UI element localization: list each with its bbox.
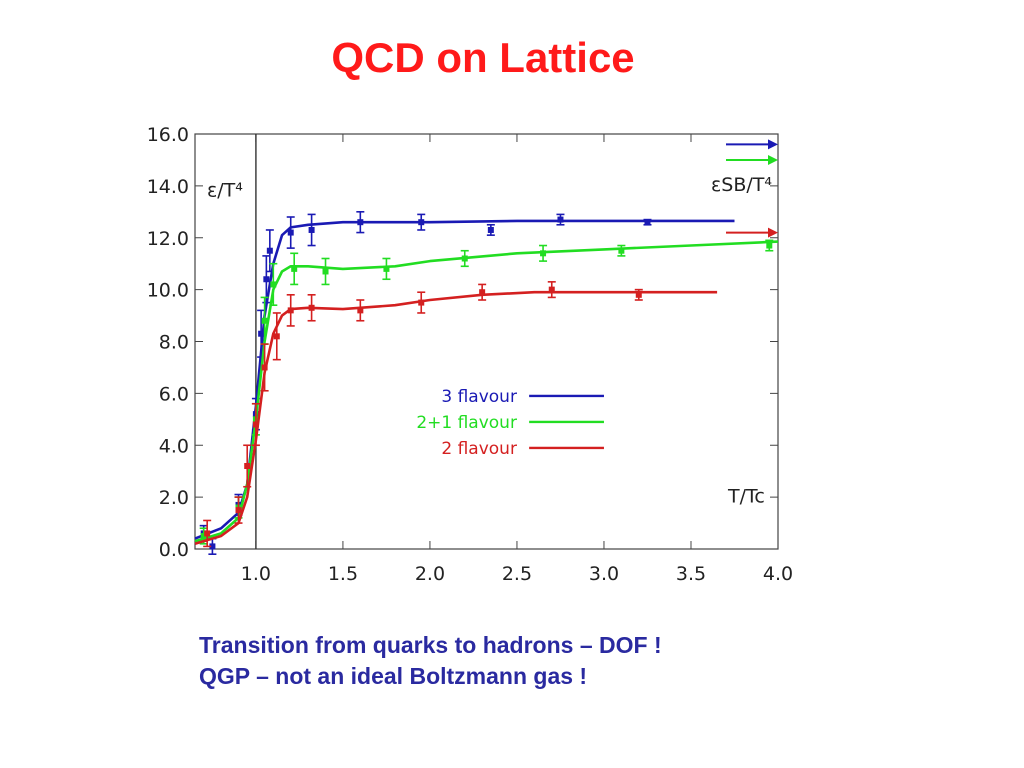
data-point bbox=[266, 247, 273, 254]
y-tick-label: 8.0 bbox=[159, 332, 189, 354]
chart-panel: 0.0 2.0 4.0 6.0 8.0 10.0 12.0 14.0 16.0 1.0 1.5 2.0… bbox=[113, 112, 818, 605]
data-point bbox=[244, 463, 251, 469]
data-point bbox=[308, 226, 315, 233]
sb-limit-arrowhead bbox=[768, 139, 778, 150]
data-point bbox=[557, 216, 564, 223]
legend-label: 3 flavour bbox=[441, 387, 517, 407]
data-point bbox=[383, 265, 390, 272]
x-tick-label: 4.0 bbox=[763, 563, 793, 585]
data-point bbox=[548, 286, 555, 293]
data-point bbox=[357, 307, 364, 314]
data-point bbox=[322, 268, 329, 275]
data-point bbox=[287, 307, 294, 314]
y-tick-label: 12.0 bbox=[147, 228, 189, 250]
data-point bbox=[261, 317, 268, 324]
data-point bbox=[418, 299, 425, 306]
data-point bbox=[258, 330, 265, 337]
data-point bbox=[308, 304, 315, 311]
y-tick-label: 6.0 bbox=[159, 383, 189, 405]
y-tick-label: 14.0 bbox=[147, 176, 189, 198]
data-point bbox=[270, 281, 277, 288]
x-tick-label: 1.0 bbox=[241, 563, 271, 585]
caption-line-1: Transition from quarks to hadrons – DOF … bbox=[199, 632, 662, 658]
y-axis-label: ε/T⁴ bbox=[207, 179, 243, 201]
data-point bbox=[291, 265, 298, 272]
data-point bbox=[252, 421, 259, 428]
sb-limit-arrowhead bbox=[768, 154, 778, 165]
plot-frame bbox=[194, 133, 779, 550]
data-point bbox=[204, 530, 211, 537]
caption-line-2: QGP – not an ideal Boltzmann gas ! bbox=[199, 663, 588, 689]
data-point bbox=[479, 289, 486, 296]
y-tick-label: 10.0 bbox=[147, 280, 189, 302]
y-tick-label: 16.0 bbox=[147, 124, 189, 146]
data-point bbox=[261, 364, 268, 371]
data-point bbox=[635, 291, 642, 298]
x-tick-label: 2.5 bbox=[502, 563, 532, 585]
data-point bbox=[287, 229, 294, 236]
sb-label: εSB/T⁴ bbox=[711, 174, 772, 196]
data-point bbox=[235, 507, 242, 514]
data-point bbox=[263, 276, 270, 283]
y-tick-label: 4.0 bbox=[159, 435, 189, 457]
slide-title: QCD on Lattice bbox=[331, 34, 635, 81]
chart-svg: 0.0 2.0 4.0 6.0 8.0 10.0 12.0 14.0 16.0 1.0 1.5 2.0… bbox=[147, 124, 793, 585]
x-tick-label: 2.0 bbox=[415, 563, 445, 585]
x-tick-label: 3.0 bbox=[589, 563, 619, 585]
y-tick-label: 2.0 bbox=[159, 487, 189, 509]
x-tick-label: 3.5 bbox=[676, 563, 706, 585]
data-point bbox=[487, 226, 494, 233]
data-point bbox=[644, 219, 651, 226]
data-point bbox=[200, 533, 207, 540]
sb-limit-arrowhead bbox=[768, 227, 778, 238]
data-point bbox=[418, 219, 425, 226]
data-point bbox=[209, 543, 216, 550]
data-point bbox=[766, 242, 773, 249]
data-point bbox=[357, 219, 364, 226]
data-point bbox=[618, 247, 625, 254]
data-point bbox=[461, 255, 468, 262]
legend-label: 2 flavour bbox=[441, 439, 517, 459]
legend-label: 2+1 flavour bbox=[416, 413, 517, 433]
captions: Transition from quarks to hadrons – DOF … bbox=[199, 630, 662, 692]
y-tick-label: 0.0 bbox=[159, 539, 189, 561]
data-point bbox=[273, 333, 280, 340]
data-point bbox=[540, 250, 547, 257]
x-axis-label: T/Tc bbox=[727, 485, 765, 507]
plot-area: 0.0 2.0 4.0 6.0 8.0 10.0 12.0 14.0 16.0 1.0 1.5 2.0… bbox=[147, 124, 793, 585]
x-tick-label: 1.5 bbox=[328, 563, 358, 585]
